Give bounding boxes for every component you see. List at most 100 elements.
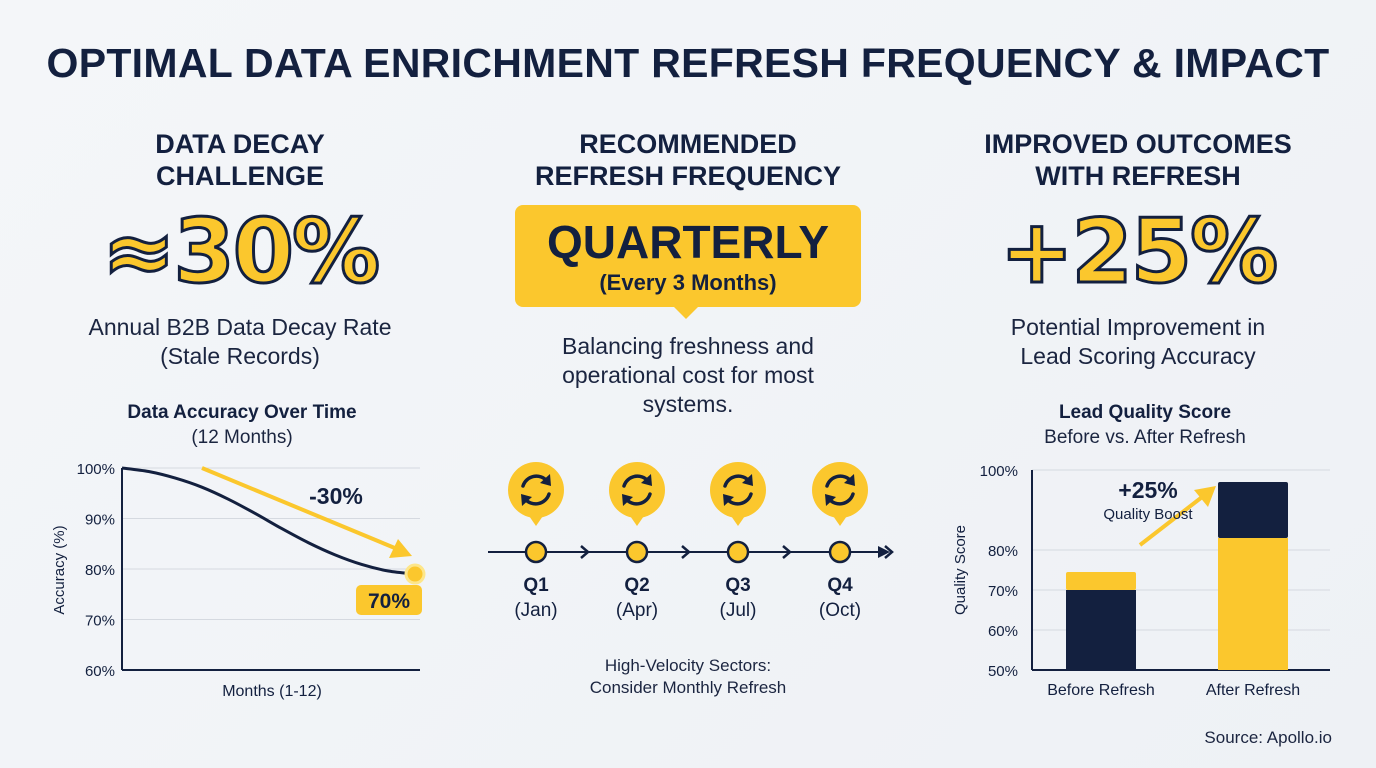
quarter-month: (Apr)	[615, 600, 659, 621]
accuracy-line-chart: 100% 90% 80% 70% 60% Accuracy (%) Months (1-…	[51, 461, 426, 700]
high-velocity-note-line-1: High-Velocity Sectors:	[604, 656, 772, 675]
improvement-stat: +25%	[998, 199, 1279, 305]
quality-category-label: Before Refresh	[1047, 682, 1155, 699]
quality-y-tick-label: 100%	[980, 463, 1018, 480]
decay-description: Annual B2B Data Decay Rate (Stale Record…	[40, 313, 440, 371]
frequency-callout-main: QUARTERLY	[547, 216, 829, 268]
quarter-name: Q4	[827, 575, 853, 596]
center-heading-line-2: REFRESH FREQUENCY	[534, 161, 842, 191]
quality-category-label: After Refresh	[1206, 682, 1300, 699]
source-note: Source: Apollo.io	[1204, 728, 1332, 747]
timeline-node	[524, 540, 548, 564]
timeline-chevron	[782, 545, 792, 559]
refresh-pin-tail	[831, 513, 849, 526]
accuracy-chart-subtitle: (12 Months)	[191, 427, 293, 448]
high-velocity-note-line-2: Consider Monthly Refresh	[589, 678, 787, 697]
refresh-icon	[521, 474, 551, 506]
accuracy-series-line	[121, 466, 416, 576]
end-label-badge	[356, 585, 422, 615]
page-title: OPTIMAL DATA ENRICHMENT REFRESH FREQUENC…	[46, 40, 1330, 86]
accuracy-chart-title: Data Accuracy Over Time	[127, 402, 357, 423]
improvement-description-line-1: Potential Improvement in	[1010, 314, 1266, 340]
center-heading: RECOMMENDED REFRESH FREQUENCY	[488, 128, 888, 192]
end-label: 70%	[368, 590, 410, 613]
refresh-pin	[609, 462, 665, 518]
decay-annotation: -30%	[309, 483, 363, 509]
timeline-node	[828, 540, 852, 564]
left-heading-line-2: CHALLENGE	[156, 161, 324, 191]
callout-tail	[672, 305, 700, 319]
quarter-label: Q4 (Oct)	[800, 573, 880, 623]
frequency-description-line-3: systems.	[642, 391, 734, 417]
timeline-node	[726, 540, 750, 564]
accuracy-end-point	[404, 563, 426, 585]
boost-annotation-sub: Quality Boost	[1103, 506, 1193, 523]
refresh-icon	[825, 474, 855, 506]
accuracy-y-tick-label: 80%	[85, 562, 115, 579]
quality-bar-chart: 100% 80% 70% 60% 50% Quality Score Before Re…	[952, 463, 1330, 699]
refresh-pin	[508, 462, 564, 518]
refresh-pin-tail	[628, 513, 646, 526]
accuracy-y-tick-label: 70%	[85, 613, 115, 630]
right-heading: IMPROVED OUTCOMES WITH REFRESH	[938, 128, 1338, 192]
quality-bar-top	[1218, 482, 1288, 538]
quality-bar-base	[1218, 538, 1288, 670]
quality-chart-title: Lead Quality Score	[1058, 402, 1232, 423]
quarter-name: Q2	[624, 575, 650, 596]
timeline-chevron	[580, 545, 590, 559]
right-heading-line-1: IMPROVED OUTCOMES	[984, 129, 1292, 159]
right-heading-line-2: WITH REFRESH	[1035, 161, 1241, 191]
decay-stat: ≈30%	[100, 199, 381, 305]
refresh-pin	[710, 462, 766, 518]
quarter-month: (Oct)	[818, 600, 862, 621]
quality-bar-top	[1066, 572, 1136, 590]
quarter-month: (Jul)	[719, 600, 757, 621]
accuracy-y-tick-label: 90%	[85, 512, 115, 529]
frequency-callout-sub: (Every 3 Months)	[599, 270, 777, 295]
quality-chart-subtitle: Before vs. After Refresh	[1044, 427, 1246, 448]
quality-bar-base	[1066, 590, 1136, 670]
timeline-chevron	[681, 545, 691, 559]
refresh-pin	[812, 462, 868, 518]
quality-y-tick-label: 50%	[988, 663, 1018, 680]
refresh-pin-tail	[729, 513, 747, 526]
quarter-month: (Jan)	[514, 600, 558, 621]
quarter-label: Q3 (Jul)	[698, 573, 778, 623]
decay-arrow-head	[389, 539, 412, 558]
quality-y-tick-label: 80%	[988, 543, 1018, 560]
quarter-label: Q1 (Jan)	[496, 573, 576, 623]
frequency-description: Balancing freshness and operational cost…	[488, 332, 888, 419]
frequency-callout: QUARTERLY (Every 3 Months)	[515, 205, 861, 307]
timeline-node	[625, 540, 649, 564]
refresh-pin-tail	[527, 513, 545, 526]
accuracy-grid	[122, 467, 420, 620]
accuracy-y-tick-label: 60%	[85, 663, 115, 680]
quality-y-label: Quality Score	[952, 525, 969, 615]
center-heading-line-1: RECOMMENDED	[579, 129, 797, 159]
accuracy-y-ticks: 100% 90% 80% 70% 60%	[77, 461, 115, 680]
left-heading-line-1: DATA DECAY	[155, 129, 325, 159]
decay-description-line-2: (Stale Records)	[160, 343, 320, 369]
refresh-icon	[723, 474, 753, 506]
accuracy-y-tick-label: 100%	[77, 461, 115, 478]
timeline-chevron	[884, 545, 894, 559]
boost-annotation: +25%	[1118, 477, 1177, 503]
refresh-icon	[622, 474, 652, 506]
frequency-description-line-1: Balancing freshness and	[562, 333, 814, 359]
quarter-name: Q3	[725, 575, 751, 596]
refresh-timeline	[488, 462, 894, 564]
quality-y-tick-label: 60%	[988, 623, 1018, 640]
high-velocity-note: High-Velocity Sectors: Consider Monthly …	[488, 655, 888, 699]
accuracy-y-label: Accuracy (%)	[51, 525, 68, 614]
left-heading: DATA DECAY CHALLENGE	[40, 128, 440, 192]
quality-y-ticks: 100% 80% 70% 60% 50%	[980, 463, 1018, 680]
improvement-description-line-2: Lead Scoring Accuracy	[1020, 343, 1256, 369]
frequency-description-line-2: operational cost for most	[562, 362, 814, 388]
timeline-end-arrow	[878, 546, 890, 558]
improvement-description: Potential Improvement in Lead Scoring Ac…	[938, 313, 1338, 371]
quarter-name: Q1	[523, 575, 549, 596]
accuracy-x-label: Months (1-12)	[222, 683, 322, 700]
boost-arrow-shaft	[1138, 492, 1208, 547]
decay-arrow-shaft	[201, 466, 403, 553]
quarter-label: Q2 (Apr)	[597, 573, 677, 623]
